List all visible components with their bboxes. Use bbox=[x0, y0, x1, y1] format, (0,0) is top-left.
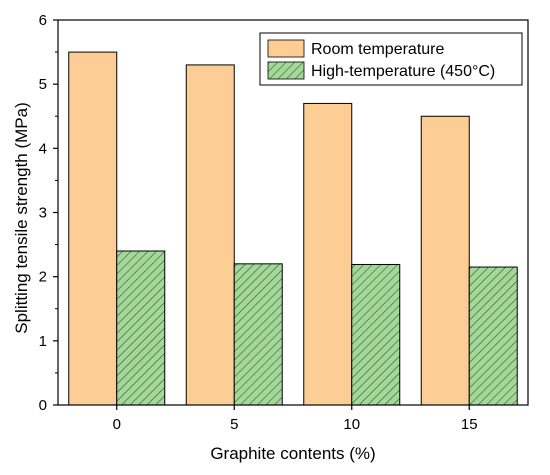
y-axis-title: Splitting tensile strength (MPa) bbox=[12, 102, 31, 334]
y-tick-label-0: 0 bbox=[39, 397, 47, 414]
y-tick-label-1: 1 bbox=[39, 333, 47, 350]
y-tick-label-5: 5 bbox=[39, 76, 47, 93]
y-tick-label-3: 3 bbox=[39, 205, 47, 222]
legend-swatch-high-temperature bbox=[267, 61, 305, 80]
bar-room-15 bbox=[420, 115, 470, 406]
bar-high-10 bbox=[351, 263, 401, 406]
legend-label-high-temperature: High-temperature (450°C) bbox=[311, 63, 495, 80]
legend: Room temperature High-temperature (450°C… bbox=[259, 32, 523, 86]
bars-group bbox=[68, 51, 518, 406]
y-tick-label-4: 4 bbox=[39, 140, 47, 157]
x-axis-title: Graphite contents (%) bbox=[210, 444, 375, 463]
bar-room-0 bbox=[68, 51, 118, 406]
bar-room-10 bbox=[303, 102, 353, 406]
bar-high-0 bbox=[116, 250, 166, 406]
bar-room-5 bbox=[185, 64, 235, 406]
x-tick-label-0: 0 bbox=[113, 416, 121, 433]
y-tick-label-6: 6 bbox=[39, 12, 47, 29]
x-tick-label-15: 15 bbox=[461, 416, 478, 433]
axes-group: 0 1 2 3 4 5 6 0 5 10 15 bbox=[39, 12, 529, 433]
x-tick-label-10: 10 bbox=[343, 416, 360, 433]
x-tick-label-5: 5 bbox=[230, 416, 238, 433]
legend-swatch-room-temperature bbox=[267, 39, 305, 58]
y-tick-label-2: 2 bbox=[39, 269, 47, 286]
bar-high-5 bbox=[233, 263, 283, 406]
bar-high-15 bbox=[468, 266, 518, 406]
legend-label-room-temperature: Room temperature bbox=[311, 41, 444, 58]
